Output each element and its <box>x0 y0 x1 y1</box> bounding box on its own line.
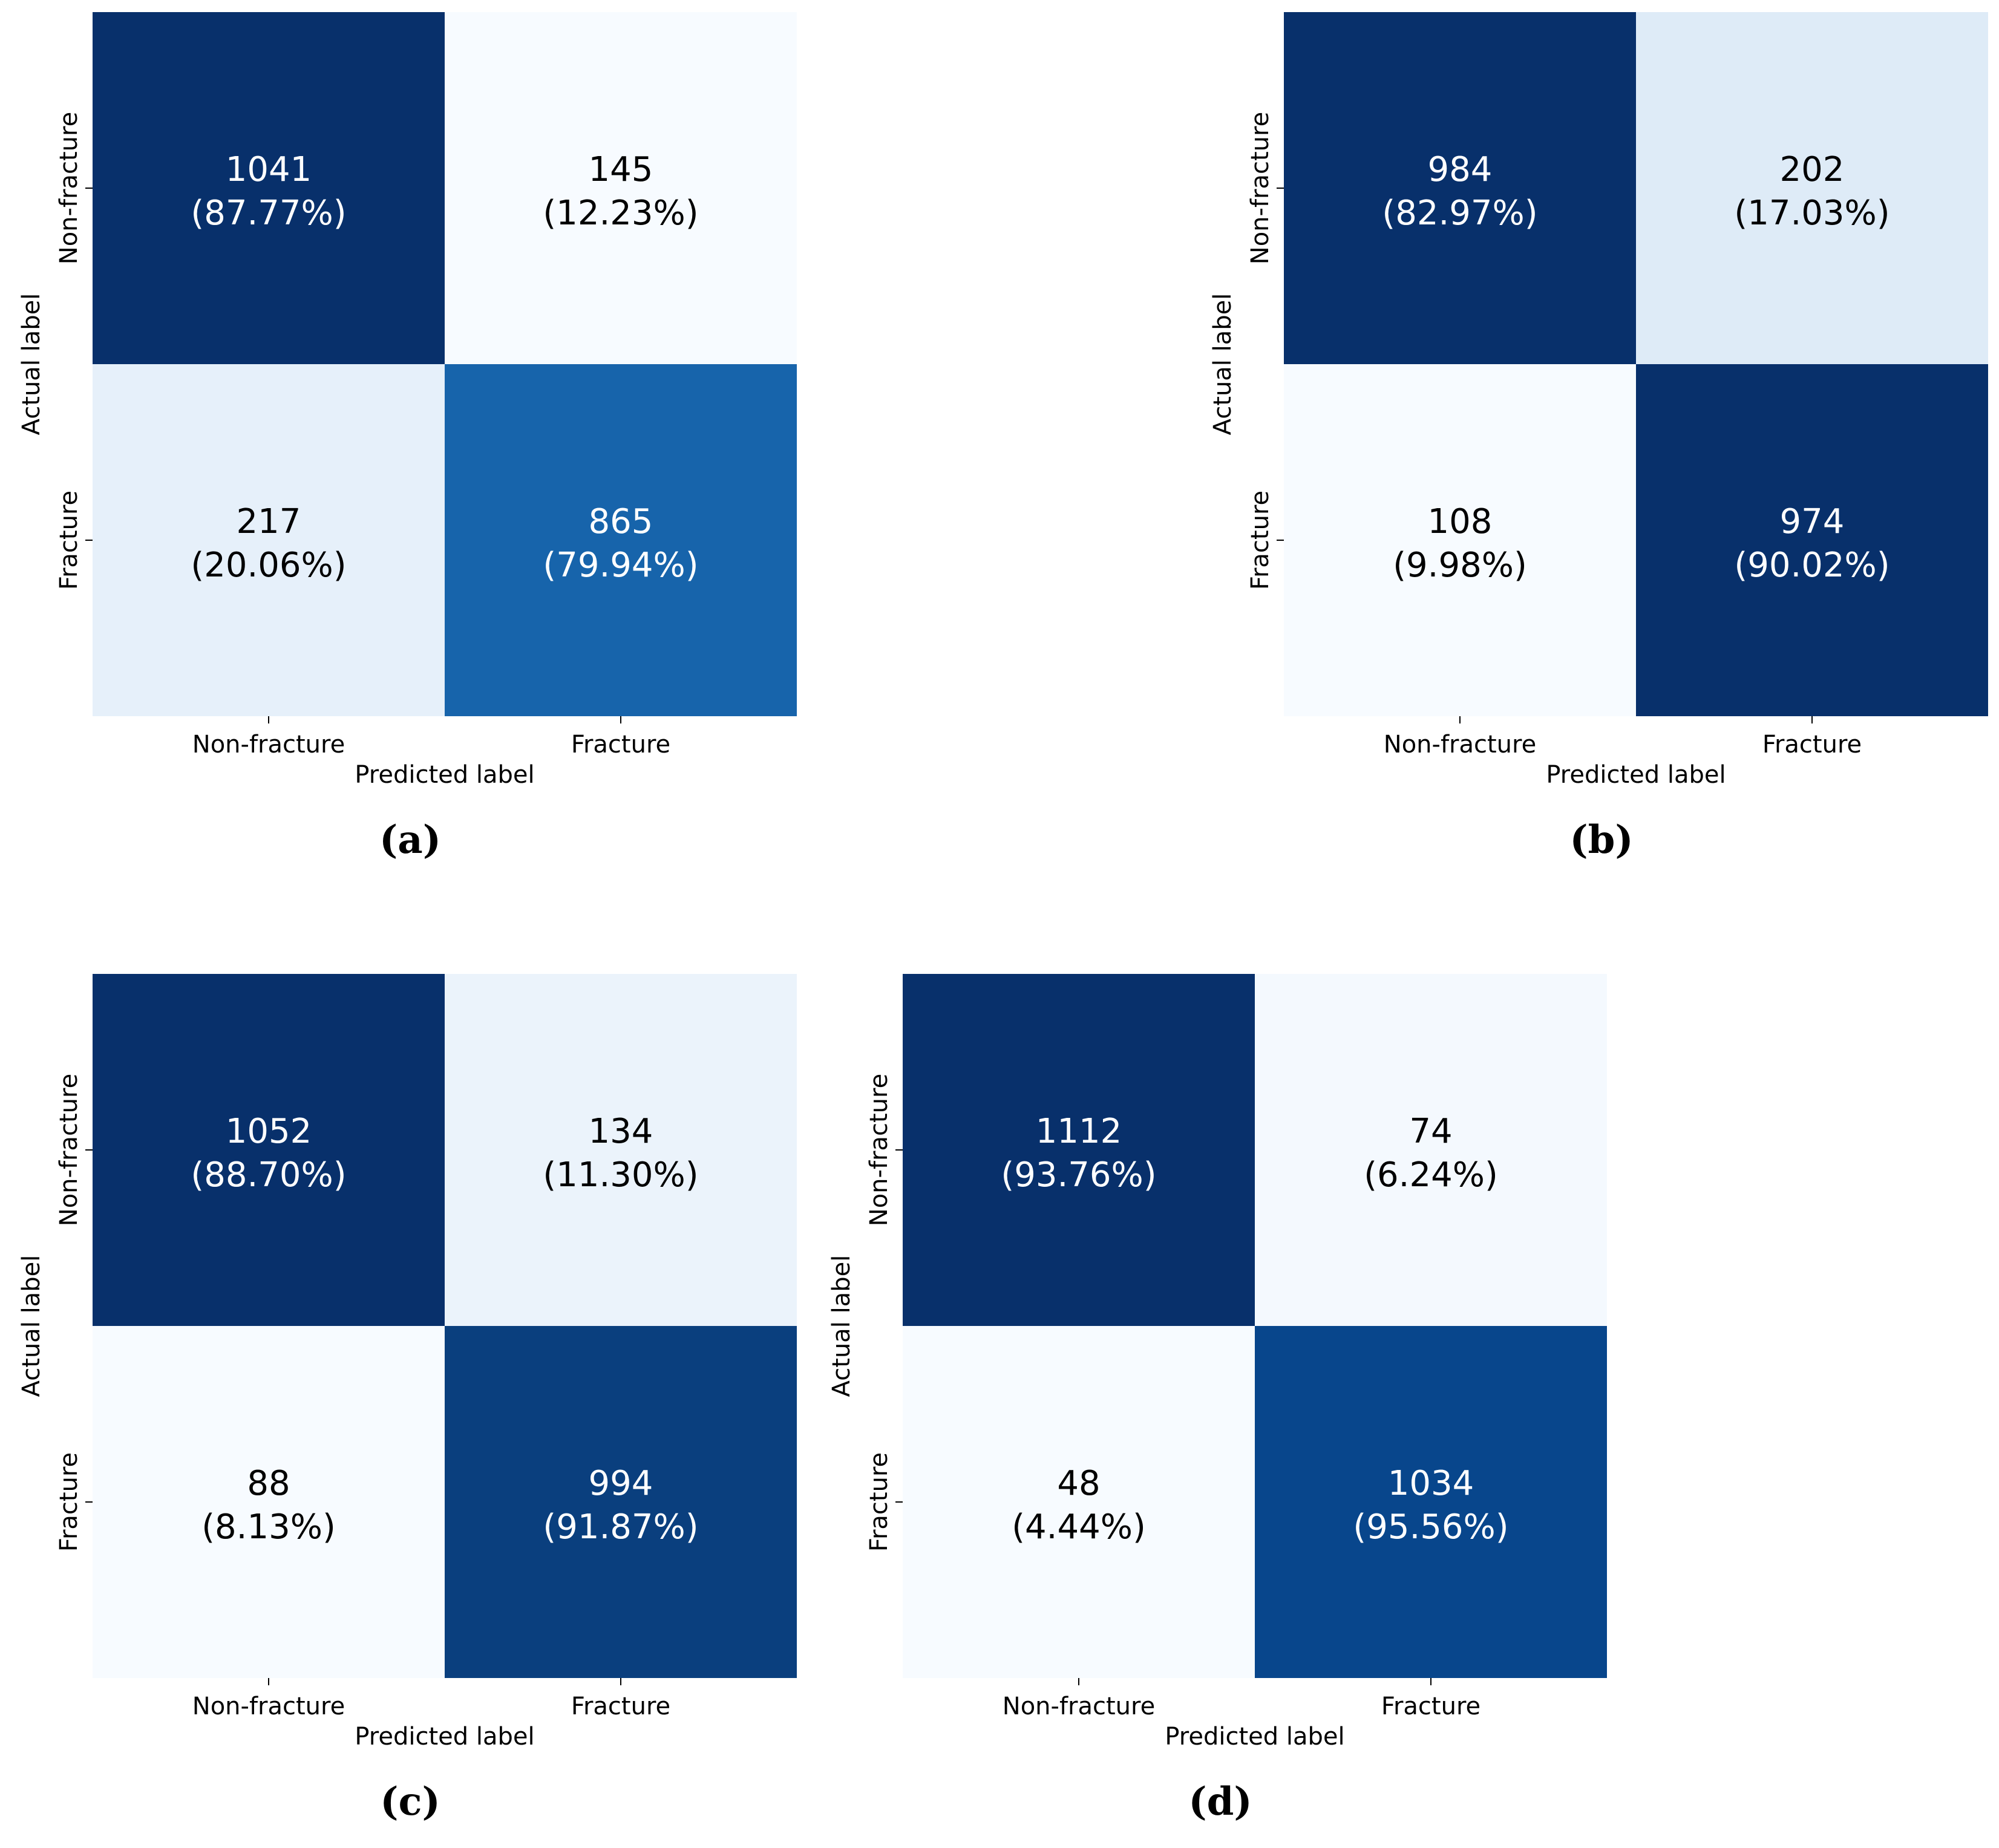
cell-percent-label: (12.23%) <box>543 194 698 233</box>
y-tick-label: Non-fracture <box>55 112 83 264</box>
cell-percent-label: (6.24%) <box>1364 1155 1498 1195</box>
cell-count-label: 974 <box>1780 502 1845 541</box>
heatmap-cell <box>445 1326 797 1678</box>
y-tick-label: Non-fracture <box>1246 112 1274 264</box>
y-axis-label: Actual label <box>18 1255 45 1397</box>
heatmap-cell <box>1255 974 1607 1326</box>
x-tick-label: Fracture <box>571 1693 670 1720</box>
heatmap-cell <box>903 1326 1255 1678</box>
cell-percent-label: (4.44%) <box>1012 1507 1146 1547</box>
cell-percent-label: (91.87%) <box>543 1507 698 1547</box>
y-tick-label: Non-fracture <box>865 1074 893 1226</box>
x-tick-label: Fracture <box>1381 1693 1480 1720</box>
cell-count-label: 217 <box>237 502 301 541</box>
heatmap-cell <box>445 974 797 1326</box>
cell-percent-label: (20.06%) <box>191 546 346 585</box>
cell-count-label: 48 <box>1057 1464 1100 1503</box>
panel-caption: (d) <box>1188 1779 1252 1824</box>
confusion-matrix-panel: 1041 (87.77%) 145 (12.23%) 217 (20.06%) 865 (79… <box>18 12 797 863</box>
cell-percent-label: (82.97%) <box>1382 194 1537 233</box>
x-tick-label: Non-fracture <box>192 1693 345 1720</box>
confusion-matrix-panel: 1052 (88.70%) 134 (11.30%) 88 (8.13%) 994 (91.8… <box>18 974 797 1824</box>
cell-count-label: 145 <box>589 150 653 189</box>
y-tick-label: Fracture <box>55 491 83 590</box>
panel-caption: (c) <box>380 1779 440 1824</box>
heatmap-cell <box>445 364 797 716</box>
heatmap-cell <box>1636 12 1988 364</box>
confusion-matrix-panel: 984 (82.97%) 202 (17.03%) 108 (9.98%) 974 (90.0… <box>1209 12 1988 863</box>
cell-count-label: 984 <box>1428 150 1493 189</box>
cell-count-label: 1112 <box>1036 1112 1122 1151</box>
heatmap-cell <box>93 12 445 364</box>
panel-caption: (a) <box>379 817 441 863</box>
cell-count-label: 1052 <box>226 1112 312 1151</box>
cell-percent-label: (9.98%) <box>1393 546 1527 585</box>
confusion-matrix-panel: 1112 (93.76%) 74 (6.24%) 48 (4.44%) 1034 (95.56… <box>828 974 1607 1824</box>
cell-count-label: 1034 <box>1388 1464 1474 1503</box>
cell-count-label: 88 <box>247 1464 290 1503</box>
y-tick-label: Non-fracture <box>55 1074 83 1226</box>
y-axis-label: Actual label <box>18 293 45 436</box>
x-axis-label: Predicted label <box>355 761 534 789</box>
cell-percent-label: (17.03%) <box>1734 194 1889 233</box>
cell-count-label: 134 <box>589 1112 653 1151</box>
y-tick-label: Fracture <box>865 1452 893 1552</box>
cell-percent-label: (93.76%) <box>1001 1155 1156 1195</box>
heatmap-cell <box>1284 12 1636 364</box>
heatmap-cell <box>1284 364 1636 716</box>
panel-caption: (b) <box>1569 817 1633 863</box>
cell-percent-label: (87.77%) <box>191 194 346 233</box>
y-tick-label: Fracture <box>55 1452 83 1552</box>
cell-percent-label: (90.02%) <box>1734 546 1889 585</box>
x-axis-label: Predicted label <box>1546 761 1726 789</box>
x-tick-label: Fracture <box>571 731 670 759</box>
cell-percent-label: (11.30%) <box>543 1155 698 1195</box>
y-axis-label: Actual label <box>828 1255 856 1397</box>
y-axis-label: Actual label <box>1209 293 1237 436</box>
x-tick-label: Non-fracture <box>1003 1693 1155 1720</box>
heatmap-cell <box>1636 364 1988 716</box>
heatmap-cell <box>93 974 445 1326</box>
y-tick-label: Fracture <box>1246 491 1274 590</box>
x-tick-label: Fracture <box>1762 731 1862 759</box>
heatmap-cell <box>445 12 797 364</box>
cell-count-label: 994 <box>589 1464 653 1503</box>
x-tick-label: Non-fracture <box>192 731 345 759</box>
cell-percent-label: (95.56%) <box>1353 1507 1508 1547</box>
x-tick-label: Non-fracture <box>1384 731 1536 759</box>
x-axis-label: Predicted label <box>1165 1723 1344 1751</box>
heatmap-cell <box>1255 1326 1607 1678</box>
x-axis-label: Predicted label <box>355 1723 534 1751</box>
cell-count-label: 74 <box>1409 1112 1452 1151</box>
cell-count-label: 108 <box>1428 502 1493 541</box>
cell-percent-label: (79.94%) <box>543 546 698 585</box>
cell-count-label: 865 <box>589 502 653 541</box>
heatmap-cell <box>93 1326 445 1678</box>
cell-percent-label: (88.70%) <box>191 1155 346 1195</box>
heatmap-cell <box>903 974 1255 1326</box>
heatmap-cell <box>93 364 445 716</box>
cell-count-label: 202 <box>1780 150 1845 189</box>
cell-count-label: 1041 <box>226 150 312 189</box>
cell-percent-label: (8.13%) <box>201 1507 336 1547</box>
